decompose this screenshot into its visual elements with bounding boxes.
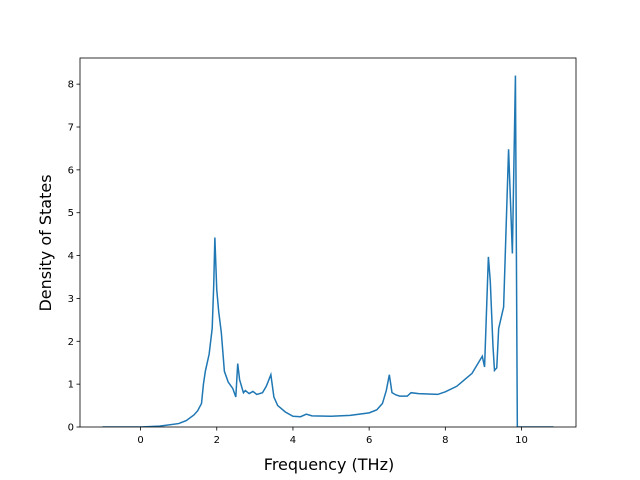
x-tick-label: 0 — [137, 435, 143, 446]
y-tick-label: 4 — [68, 251, 74, 262]
line — [102, 75, 554, 427]
x-tick-label: 8 — [442, 435, 448, 446]
x-axis-label: Frequency (THz) — [264, 455, 394, 474]
y-tick-label: 6 — [68, 165, 74, 176]
plot-frame — [79, 57, 577, 428]
y-tick-label: 5 — [68, 208, 74, 219]
y-tick-label: 8 — [68, 80, 74, 91]
y-tick-label: 7 — [68, 123, 74, 134]
y-axis-label: Density of States — [36, 174, 55, 311]
x-tick-label: 6 — [366, 435, 372, 446]
y-tick-label: 1 — [68, 380, 74, 391]
x-tick-label: 4 — [290, 435, 296, 446]
y-tick-label: 2 — [68, 337, 74, 348]
x-tick-label: 10 — [515, 435, 528, 446]
y-tick-label: 0 — [68, 423, 74, 434]
x-tick-label: 2 — [214, 435, 220, 446]
y-tick-label: 3 — [68, 294, 74, 305]
